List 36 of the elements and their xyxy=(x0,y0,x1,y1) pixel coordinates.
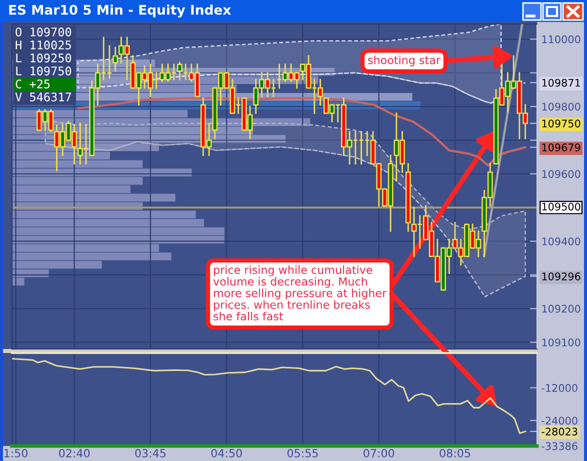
x-tick-label: 04:50 xyxy=(211,448,242,458)
y-tick-label: -33386 xyxy=(542,442,578,450)
annotation: price rising while cumulative volume is decreasing. Much more selling pressure at higher prices. when trenline breaks she falls fast xyxy=(213,265,387,320)
y-tick-label: 109600 xyxy=(542,170,580,178)
line-series xyxy=(77,72,526,104)
x-tick-label: 1:50 xyxy=(4,448,28,458)
y-tick-label: 109750 xyxy=(542,120,580,128)
x-tick-label: 05:55 xyxy=(287,448,318,458)
x-tick-label: 02:40 xyxy=(59,448,90,458)
y-tick-label: 109679 xyxy=(542,143,580,152)
ref-line-label: 109500 xyxy=(542,202,580,211)
line-series xyxy=(12,358,526,434)
y-tick-label: 109400 xyxy=(542,237,580,246)
candlestick xyxy=(177,62,182,80)
y-tick-label: 109200 xyxy=(542,304,580,313)
x-tick-label: 07:00 xyxy=(364,448,394,458)
line-series xyxy=(76,96,526,167)
annotation: L 109250 xyxy=(16,54,72,62)
y-tick-label: -24000 xyxy=(542,416,578,425)
y-tick-label: 110000 xyxy=(542,35,580,44)
y-tick-label: 109871 xyxy=(542,78,580,87)
annotation: O 109700 xyxy=(16,28,72,36)
x-tick-label: 08:05 xyxy=(440,448,470,458)
annotation: C +25 xyxy=(16,80,50,88)
annotation: L 109750 xyxy=(16,66,72,76)
y-tick-label: -12000 xyxy=(542,384,578,392)
x-tick-label: 03:45 xyxy=(135,448,166,458)
chart-title: ES Mar10 5 Min - Equity Index xyxy=(9,4,231,18)
candlestick xyxy=(112,46,118,72)
y-tick-label: 109296 xyxy=(542,272,580,280)
annotation: V 546317 xyxy=(15,92,71,102)
y-tick-label: 109800 xyxy=(542,102,580,111)
y-tick-label: 109100 xyxy=(542,338,580,346)
y-tick-label: -28023 xyxy=(542,428,578,436)
annotation: shooting star xyxy=(368,56,441,66)
annotation: H 110025 xyxy=(16,40,71,50)
